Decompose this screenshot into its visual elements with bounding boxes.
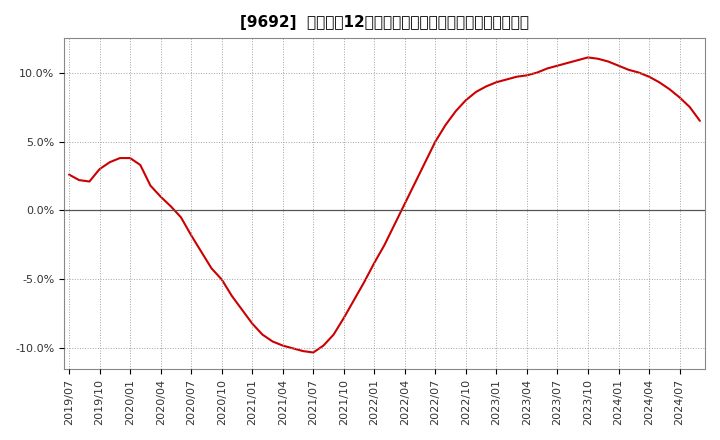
Title: [9692]  売上高の12か月移動合計の対前年同期増減率の推移: [9692] 売上高の12か月移動合計の対前年同期増減率の推移 [240, 15, 529, 30]
